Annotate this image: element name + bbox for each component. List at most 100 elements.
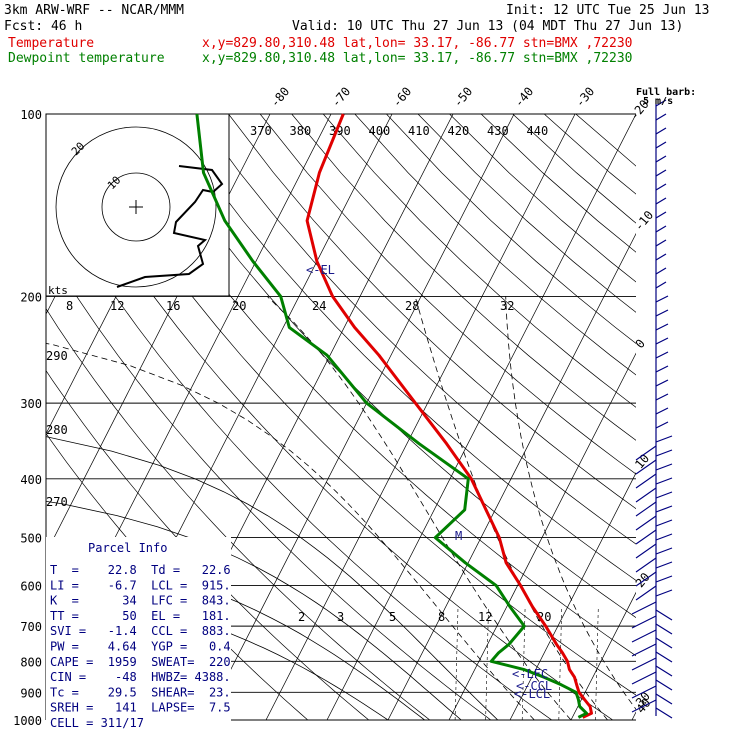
isotherm-label: -60 (390, 84, 415, 110)
wind-barb (655, 281, 667, 289)
dry-adiabat-line (46, 185, 553, 720)
isotherm-line (387, 232, 636, 720)
wind-barb-flag (635, 501, 657, 517)
temperature-legend: Temperature (8, 36, 94, 51)
parcel-info-panel: Parcel Info T = 22.8 Td = 22.6LI = -6.7 … (46, 537, 231, 730)
wind-barb-flag (631, 657, 657, 671)
wind-barb (655, 393, 669, 401)
dry-adiabat-line (70, 114, 636, 696)
moist-adiabat-line (46, 343, 535, 720)
theta-label: 410 (408, 124, 430, 138)
mixing-ratio-line (521, 606, 526, 720)
wind-barb (655, 365, 669, 373)
wind-barb-flag (635, 473, 657, 489)
parcel-info-row: Tc = 29.5 SHEAR= 23. (50, 685, 231, 699)
mixing-ratio-label: 2 (298, 610, 305, 624)
pressure-tick-label: 800 (20, 655, 42, 669)
dewpoint-location: x,y=829.80,310.48 lat,lon= 33.17, -86.77… (202, 51, 632, 66)
isotherm-label: 0 (633, 337, 648, 352)
temperature-trace (305, 113, 593, 719)
hodograph-ring (101, 172, 171, 242)
theta-label: 440 (527, 124, 549, 138)
mixing-ratio-label: 3 (337, 610, 344, 624)
dry-adiabat-line (133, 114, 636, 619)
theta-label: 400 (369, 124, 391, 138)
hodograph-center-marker (129, 200, 143, 214)
wind-barb (655, 379, 669, 387)
theta-left-label: 280 (46, 423, 68, 437)
parcel-info-title: Parcel Info (88, 541, 167, 555)
wind-barb (655, 665, 673, 677)
forecast-hour: Fcst: 46 h (4, 19, 82, 34)
isotherm-label: -50 (451, 84, 476, 110)
dewpoint-trace (195, 113, 589, 719)
wind-barb (655, 637, 673, 649)
dry-adiabat-line (543, 114, 636, 195)
parcel-info-row: SVI = -1.4 CCL = 883. (50, 624, 231, 638)
dry-adiabat-line (354, 114, 636, 376)
wind-barb (655, 253, 667, 261)
wind-barb (655, 309, 669, 317)
wind-barb (655, 533, 673, 541)
wind-barb (655, 609, 673, 621)
wind-barb (655, 239, 667, 247)
isotherm-label: 20 (633, 570, 653, 590)
wind-barb-flag (631, 615, 657, 629)
wind-barb-flag (635, 487, 657, 503)
isotherm-line (326, 114, 636, 720)
wind-barb (655, 707, 673, 719)
hodograph-speed-label: 16 (166, 299, 180, 313)
mixing-ratio-line (595, 606, 599, 720)
wind-barb (655, 169, 667, 177)
parcel-info-row: TT = 50 EL = 181. (50, 609, 231, 623)
wind-barb (655, 351, 669, 359)
dewpoint-legend: Dewpoint temperature (8, 51, 165, 66)
model-title: 3km ARW-WRF -- NCAR/MMM (4, 3, 184, 18)
wind-barbs (631, 99, 673, 719)
isotherm-label: -80 (268, 84, 293, 110)
hodograph-unit: kts (48, 284, 68, 297)
isotherm-label: -70 (329, 84, 354, 110)
wind-barb (655, 693, 673, 705)
wind-barb (655, 561, 673, 569)
mixing-ratio-line (454, 606, 459, 720)
parcel-info-row: LI = -6.7 LCL = 915. (50, 578, 231, 592)
wind-barb (655, 477, 673, 485)
hodograph-trace (116, 165, 224, 288)
isotherm-label: -40 (512, 84, 537, 110)
parcel-info-row: SREH = 141 LAPSE= 7.5 (50, 701, 231, 715)
parcel-info-row: CIN = -48 HWBZ= 4388. (50, 670, 231, 684)
parcel-info-row: PW = 4.64 YGP = 0.4 (50, 640, 231, 654)
wind-barb-flag (631, 685, 657, 699)
wind-barb-flag (635, 515, 657, 531)
wind-barb (655, 267, 667, 275)
mixing-ratio-label: 8 (438, 610, 445, 624)
wind-barb (655, 651, 673, 663)
theta-label: 380 (290, 124, 312, 138)
dry-adiabat-line (46, 246, 492, 720)
wind-barb (655, 155, 667, 163)
dry-adiabat-line (386, 114, 636, 344)
wind-barb (655, 575, 673, 583)
theta-label: 370 (250, 124, 272, 138)
dry-adiabat-line (322, 114, 636, 408)
isotherm-label: -30 (573, 84, 598, 110)
hodograph-speed-label: 24 (312, 299, 326, 313)
wind-barb (655, 505, 673, 513)
wind-barb (655, 449, 673, 457)
wind-barb-flag (635, 585, 657, 601)
dry-adiabat-line (228, 114, 636, 510)
pressure-tick-label: 200 (20, 290, 42, 304)
wind-barb (655, 407, 669, 415)
pressure-tick-label: 300 (20, 397, 42, 411)
wind-barb (655, 491, 673, 499)
mixing-ratio-line (485, 606, 489, 720)
pressure-tick-label: 100 (20, 108, 42, 122)
isotherm-line (204, 114, 515, 720)
parcel-info-row: K = 34 LFC = 843. (50, 594, 231, 608)
moist-adiabat-line (46, 585, 389, 720)
wind-barb (655, 463, 673, 471)
theta-left-label: 270 (46, 495, 68, 509)
